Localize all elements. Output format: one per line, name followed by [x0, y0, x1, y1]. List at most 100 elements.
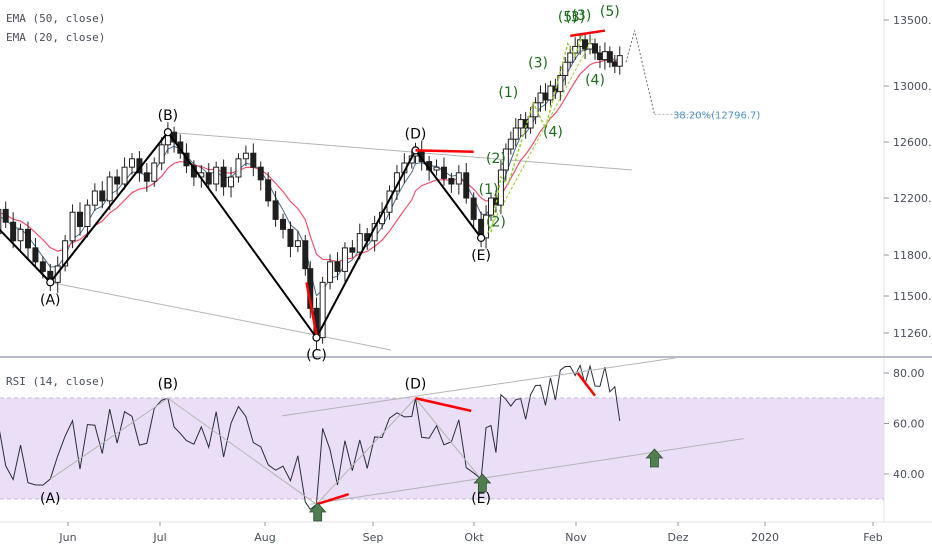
candle-body — [356, 233, 363, 253]
time-tick-label: Feb — [863, 531, 882, 544]
wave-label: (1) — [479, 182, 499, 198]
impulse-channel-line — [486, 38, 593, 234]
candle-body — [0, 208, 2, 235]
wave-label: (4) — [585, 73, 605, 89]
candle-body — [532, 102, 539, 118]
candle-body — [448, 177, 455, 185]
candle-body — [114, 176, 121, 185]
pattern-label: (E) — [471, 248, 491, 264]
candle-body — [69, 211, 76, 242]
price-tick-label: 13000.0 — [893, 80, 932, 93]
candle-body — [128, 158, 135, 168]
rsi-pattern-label: (A) — [40, 491, 61, 507]
candle-body — [76, 211, 83, 227]
price-divergence-mark — [415, 149, 474, 154]
candle-body — [517, 119, 524, 129]
rsi-divergence-mark — [576, 372, 596, 397]
ema20-line — [0, 47, 620, 297]
candle-body — [121, 166, 128, 185]
candle-body — [319, 281, 326, 339]
wave-label: (2) — [486, 151, 506, 167]
rsi-pattern-label: (D) — [405, 376, 427, 392]
impulse-wave-line — [490, 34, 584, 233]
candle-body — [527, 116, 534, 129]
time-tick-label: Jun — [58, 531, 76, 544]
candle-body — [205, 172, 212, 185]
pattern-pivot — [46, 278, 55, 287]
candle-body — [17, 228, 24, 242]
candle-body — [302, 240, 309, 270]
wave-label: (3) — [571, 8, 591, 24]
time-tick-label: Sep — [363, 531, 384, 544]
candle-body — [463, 172, 470, 199]
wave-label: (5) — [600, 4, 620, 20]
rsi-pattern-line — [49, 397, 169, 480]
rsi-pattern-label: (B) — [158, 376, 179, 392]
candle-body — [242, 152, 249, 160]
price-tick-label: 12200.0 — [893, 192, 932, 205]
rsi-legend: RSI (14, close) — [6, 375, 106, 388]
pattern-pivot — [477, 233, 486, 242]
candle-body — [294, 240, 301, 247]
rsi-pattern-line — [415, 397, 482, 480]
candle-body — [39, 261, 46, 272]
candle-body — [592, 43, 598, 54]
pattern-label: (A) — [40, 292, 61, 308]
price-tick-label: 11500.0 — [893, 290, 932, 303]
candle-body — [228, 176, 235, 188]
wave-label: (2) — [486, 215, 506, 231]
candle-body — [470, 197, 477, 220]
candle-body — [542, 92, 549, 101]
rsi-line — [0, 364, 621, 511]
candle-body — [547, 85, 554, 101]
candle-body — [32, 247, 39, 263]
candle-body — [10, 221, 17, 242]
rsi-tick-label: 40.00 — [893, 468, 925, 481]
candle-body — [483, 214, 490, 239]
candle-body — [611, 61, 618, 67]
wave-label: (4) — [543, 124, 563, 140]
candle-body — [99, 190, 106, 202]
candle-body — [91, 190, 98, 206]
wave-label: (3) — [565, 9, 585, 25]
candle-body — [177, 141, 184, 154]
time-tick-label: 2020 — [751, 531, 779, 544]
candle-body — [455, 172, 462, 185]
ema50-legend: EMA (50, close) — [6, 12, 106, 25]
price-divergence-mark — [305, 282, 318, 335]
candle-body — [220, 166, 227, 188]
candle-body — [349, 247, 356, 253]
candle-body — [62, 240, 69, 267]
candle-body — [327, 261, 334, 283]
candle-body — [537, 92, 544, 104]
rsi-pattern-label: (E) — [471, 491, 491, 507]
candle-body — [433, 166, 440, 171]
candle-body — [341, 247, 348, 272]
rsi-upper-trend-line — [281, 357, 676, 417]
candle-body — [272, 200, 279, 220]
fib-annotation-label: 38.20%(12796.7) — [673, 110, 760, 121]
pattern-label: (B) — [158, 108, 179, 124]
candle-body — [2, 208, 9, 223]
upper-trend-line — [167, 131, 633, 171]
up-arrow-icon — [308, 502, 327, 522]
candle-body — [265, 179, 272, 202]
candle-body — [502, 148, 509, 171]
time-tick-label: Jul — [152, 531, 166, 544]
rsi-band — [0, 398, 884, 499]
rsi-divergence-mark — [415, 397, 472, 413]
candle-body — [601, 51, 608, 61]
wave-label: (5) — [558, 9, 578, 25]
time-tick-label: Okt — [464, 531, 484, 544]
candle-body — [334, 261, 341, 272]
candle-body — [567, 52, 574, 63]
candle-body — [151, 162, 158, 182]
projection-line — [625, 30, 655, 115]
pattern-label: (D) — [405, 126, 427, 142]
price-tick-label: 13500.0 — [893, 14, 932, 27]
candle-body — [507, 138, 514, 150]
price-tick-label: 11800.0 — [893, 249, 932, 262]
rsi-tick-label: 80.00 — [893, 367, 925, 380]
rsi-divergence-mark — [316, 493, 350, 506]
